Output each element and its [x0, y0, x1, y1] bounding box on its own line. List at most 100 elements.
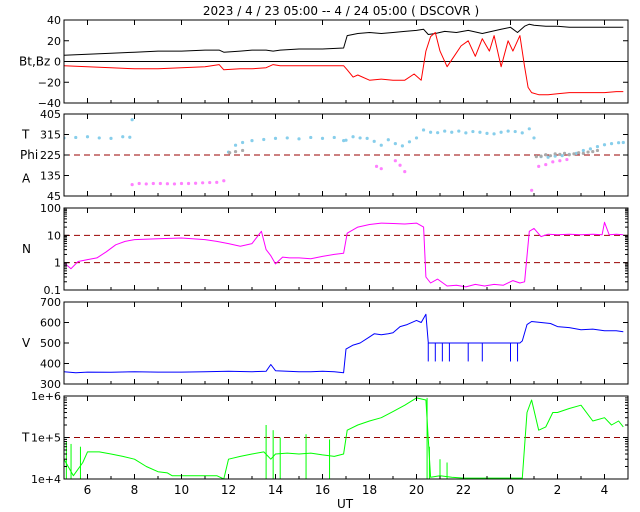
- series-Phi-gray-point: [572, 152, 576, 156]
- series-Phi-point: [233, 143, 238, 147]
- series-Phi-point: [421, 128, 426, 132]
- x-tick-label: 20: [409, 483, 424, 497]
- y-axis-label: Bt,Bz: [19, 55, 50, 69]
- series-Phi-point: [320, 136, 325, 140]
- series-Phi-gray-point: [534, 154, 538, 159]
- x-axis: 6 8 10 12 14 16 18 20 22 0 2 4: [84, 483, 609, 497]
- series-Theta-point: [215, 180, 219, 184]
- series-Phi-point: [621, 140, 625, 145]
- series-Phi-point: [617, 141, 621, 145]
- series-Phi-gray-point: [595, 148, 600, 153]
- y-tick-label: 315: [40, 129, 61, 142]
- series-Phi-point: [332, 135, 336, 140]
- series-Theta-point: [379, 167, 383, 171]
- y-tick-label: 1e+6: [31, 390, 61, 403]
- series-Phi-gray-point: [581, 151, 585, 156]
- series-Phi-point: [436, 131, 440, 135]
- panel-frame: [63, 207, 629, 291]
- series-Phi-point: [74, 135, 78, 140]
- series-Phi-gray-point: [548, 154, 553, 158]
- series-Phi-gray-point: [577, 151, 581, 155]
- y-tick-label: 45: [47, 190, 61, 203]
- series-Theta-point: [201, 181, 205, 185]
- series-Phi-point: [478, 130, 482, 134]
- series-Phi-point: [309, 135, 313, 140]
- series-Theta-point: [186, 181, 191, 186]
- series-Theta-point: [130, 183, 134, 187]
- series-Phi-point: [379, 143, 383, 147]
- x-axis-label: UT: [337, 497, 354, 511]
- series-Phi-point: [553, 154, 557, 158]
- x-tick-label: 0: [507, 483, 515, 497]
- y-tick-label: 135: [40, 170, 61, 183]
- series-Phi-point: [85, 135, 90, 139]
- series-Theta-point: [151, 181, 155, 186]
- series-Phi-point: [513, 129, 517, 134]
- series-Phi-point: [602, 143, 607, 147]
- y-tick-label: 400: [40, 358, 61, 371]
- series-Phi-point: [450, 130, 454, 134]
- x-tick-label: 10: [174, 483, 189, 497]
- series-Phi-point: [273, 136, 278, 140]
- series-Theta-point: [137, 181, 141, 186]
- panel-bt-bz: −40 −20 0 20 40 Bt,Bz: [19, 14, 629, 110]
- series-Theta-point: [144, 182, 148, 186]
- y-tick-label: 300: [40, 378, 61, 391]
- y-tick-label: −20: [38, 76, 61, 89]
- series-Theta-point: [165, 182, 169, 186]
- x-tick-label: 2: [554, 483, 562, 497]
- y-axis-label: A: [22, 172, 31, 186]
- series-Phi-point: [581, 148, 585, 153]
- series-Phi-point: [464, 131, 468, 135]
- series-Phi-gray-point: [553, 152, 557, 156]
- chart-title: 2023 / 4 / 23 05:00 -- 4 / 24 05:00 ( DS…: [203, 4, 479, 18]
- series-Theta-point: [172, 182, 177, 186]
- series-Phi-point: [499, 130, 503, 134]
- panel-density: 0.1 1 10 100 N: [22, 202, 629, 297]
- x-tick-label: 6: [84, 483, 92, 497]
- series-V-line: [64, 313, 624, 374]
- series-group: [64, 23, 624, 96]
- series-Phi-gray-point: [591, 149, 595, 154]
- series-Theta-point: [530, 188, 534, 192]
- series-Phi-point: [471, 129, 475, 134]
- series-Phi-point: [121, 135, 125, 139]
- series-Phi-point: [400, 144, 404, 148]
- y-tick-label: 1: [54, 257, 61, 270]
- series-Phi-point: [609, 142, 614, 146]
- series-group: [64, 118, 625, 192]
- y-tick-label: 40: [47, 14, 61, 27]
- series-Phi-point: [109, 136, 113, 140]
- series-N-line: [64, 221, 624, 288]
- series-Phi-point: [372, 139, 376, 143]
- series-Phi-point: [429, 130, 433, 134]
- series-Theta-point: [208, 180, 212, 185]
- series-Theta-point: [398, 163, 402, 167]
- y-tick-label: 225: [40, 149, 61, 162]
- series-group: [64, 221, 624, 288]
- series-Phi-point: [527, 127, 531, 131]
- y-tick-label: 1e+5: [31, 432, 61, 445]
- x-tick-label: 16: [315, 483, 330, 497]
- series-Phi-point: [492, 132, 496, 136]
- y-tick-label: 500: [40, 337, 61, 350]
- series-Phi-gray-point: [586, 150, 590, 154]
- series-Phi-point: [414, 136, 419, 140]
- series-Phi-point: [344, 138, 348, 142]
- series-Phi-gray-point: [562, 151, 567, 156]
- y-axis-label: T: [21, 431, 30, 445]
- y-tick-label: 1e+4: [31, 473, 61, 486]
- series-Phi-point: [130, 118, 134, 122]
- panels: −40 −20 0 20 40 Bt,Bz 45 135 225 315 405 T Phi A 0.1 1 1…: [19, 14, 629, 486]
- y-tick-label: 0.1: [44, 284, 62, 297]
- series-Phi-point: [351, 135, 355, 139]
- series-Theta-point: [403, 170, 407, 174]
- series-Phi-point: [443, 129, 447, 133]
- panel-temperature: 1e+4 1e+5 1e+6 T: [21, 390, 629, 486]
- series-Theta-point: [179, 181, 184, 186]
- series-Theta-point: [565, 157, 569, 162]
- x-tick-label: 14: [268, 483, 283, 497]
- y-tick-label: 405: [40, 108, 61, 121]
- series-Phi-point: [457, 129, 461, 133]
- series-Phi-gray-point: [241, 148, 245, 153]
